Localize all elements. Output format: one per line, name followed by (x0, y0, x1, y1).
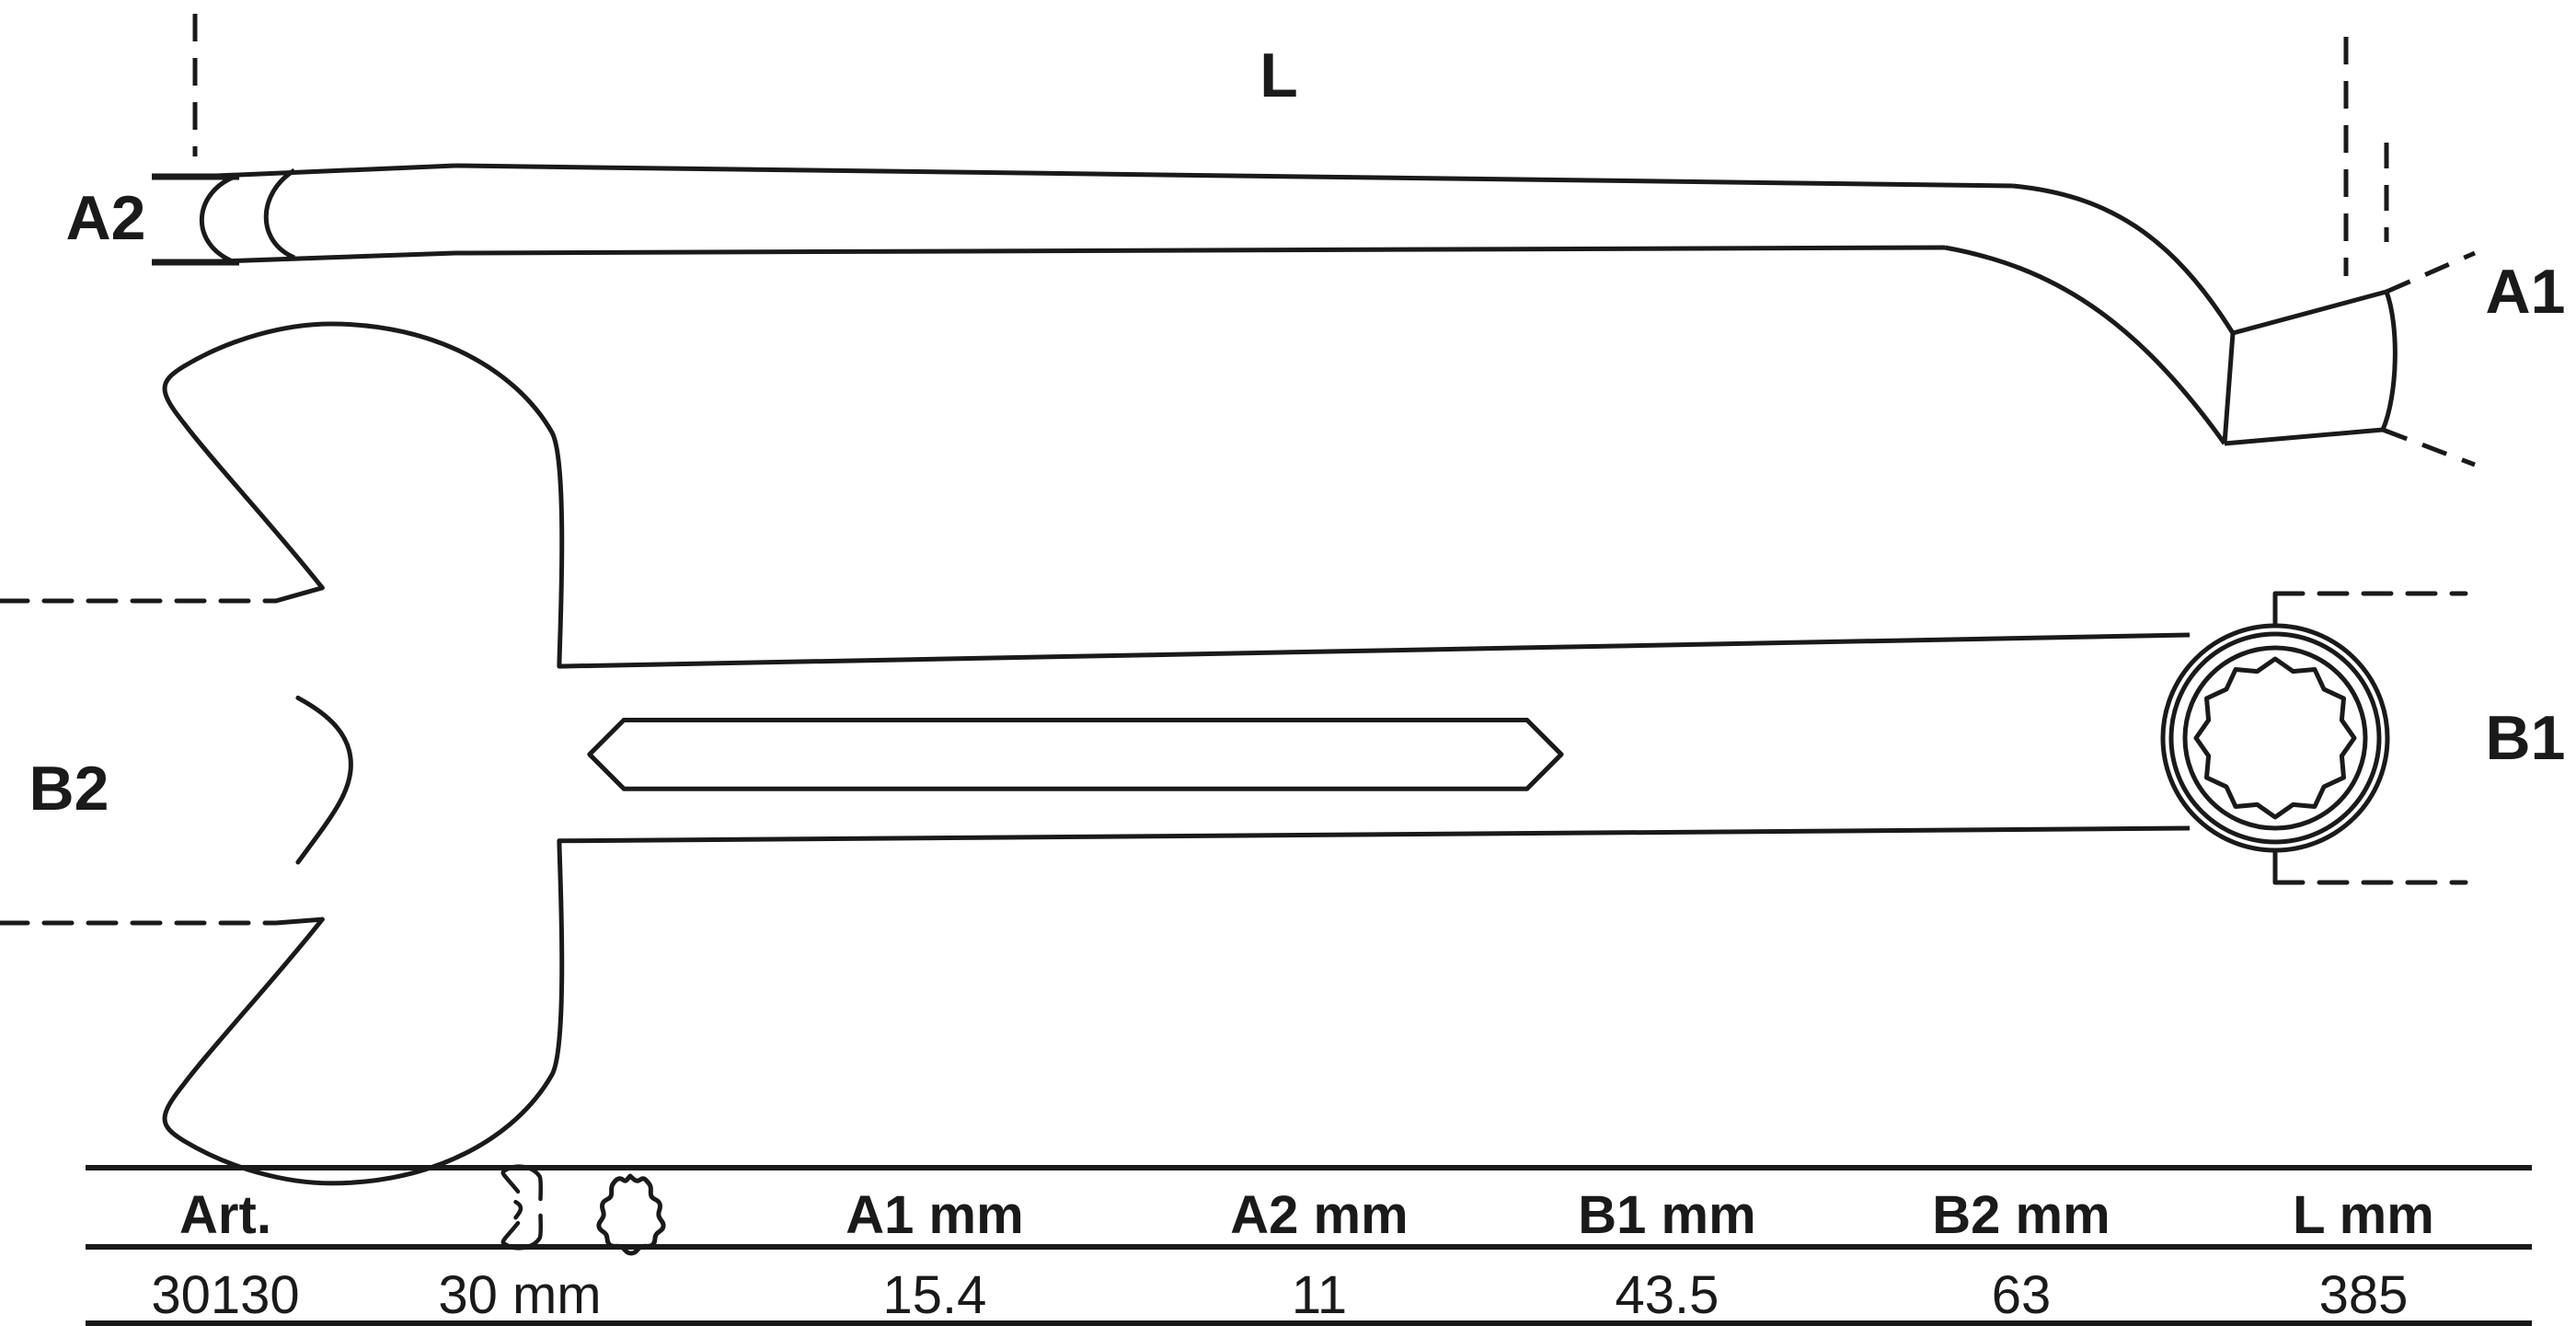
svg-text:B1 mm: B1 mm (1578, 1185, 1755, 1245)
svg-text:A2: A2 (66, 183, 146, 253)
svg-text:B1: B1 (2486, 703, 2566, 773)
svg-text:30 mm: 30 mm (438, 1265, 601, 1325)
svg-text:385: 385 (2319, 1265, 2409, 1325)
svg-text:A1 mm: A1 mm (845, 1185, 1023, 1245)
svg-text:Art.: Art. (179, 1185, 271, 1245)
svg-text:43.5: 43.5 (1616, 1265, 1719, 1325)
svg-text:30130: 30130 (151, 1265, 299, 1325)
svg-text:L: L (1259, 40, 1298, 110)
svg-text:A2 mm: A2 mm (1230, 1185, 1408, 1245)
svg-text:B2: B2 (29, 754, 109, 824)
svg-text:11: 11 (1292, 1265, 1347, 1325)
svg-text:15.4: 15.4 (883, 1265, 987, 1325)
svg-text:B2 mm: B2 mm (1932, 1185, 2110, 1245)
svg-text:63: 63 (1992, 1265, 2052, 1325)
svg-text:A1: A1 (2486, 257, 2566, 327)
svg-text:L mm: L mm (2293, 1185, 2434, 1245)
